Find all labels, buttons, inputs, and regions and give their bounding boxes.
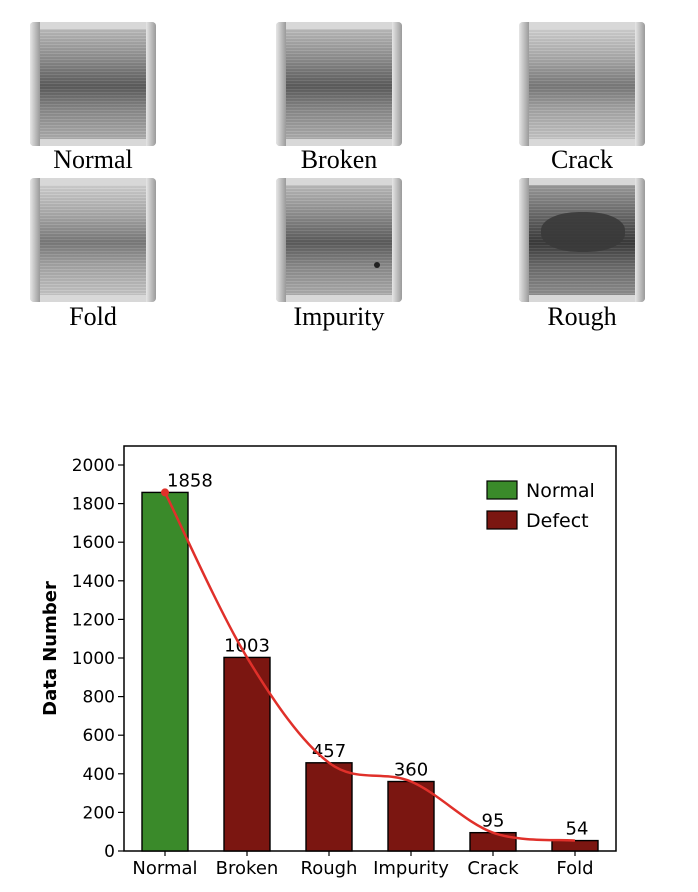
y-tick-label: 0	[104, 842, 115, 862]
legend-label-defect: Defect	[526, 510, 589, 532]
y-tick-label: 1600	[72, 533, 115, 553]
bar-normal	[141, 491, 189, 852]
legend-label-normal: Normal	[526, 480, 595, 502]
bar-impurity	[387, 780, 435, 852]
y-tick-label: 1200	[72, 610, 115, 630]
y-tick-label: 1000	[72, 649, 115, 669]
data-label: 54	[566, 819, 589, 840]
sample-image-normal	[30, 22, 156, 146]
trend-line	[163, 491, 576, 842]
data-label: 95	[482, 811, 505, 832]
y-tick-label: 1800	[72, 495, 115, 515]
legend-swatch-defect	[486, 510, 518, 530]
x-tick-label: Impurity	[373, 858, 449, 879]
plot-frame	[123, 445, 617, 852]
sample-label-broken: Broken	[300, 145, 378, 174]
sample-label-fold: Fold	[69, 302, 117, 331]
sample-label-impurity: Impurity	[293, 302, 385, 331]
x-tick-label: Fold	[556, 858, 593, 879]
bar-rough	[305, 762, 353, 852]
x-tick-label: Rough	[301, 858, 358, 879]
sample-label-rough: Rough	[547, 302, 617, 331]
data-label: 1003	[224, 635, 270, 656]
trend-point	[161, 488, 169, 497]
data-label: 1858	[167, 470, 213, 491]
y-tick-label: 600	[83, 726, 115, 746]
sample-label-normal: Normal	[53, 145, 133, 174]
data-label: 360	[394, 760, 428, 781]
y-tick-label: 800	[83, 688, 115, 708]
y-tick-label: 1400	[72, 572, 115, 592]
y-tick-label: 400	[83, 765, 115, 785]
sample-image-broken	[276, 22, 402, 146]
y-axis-label: Data Number	[40, 581, 61, 716]
sample-image-fold	[30, 178, 156, 302]
x-tick-label: Broken	[216, 858, 279, 879]
x-tick-label: Normal	[132, 858, 197, 879]
bar-broken	[223, 656, 271, 852]
bar-crack	[469, 831, 517, 852]
sample-label-crack: Crack	[550, 145, 614, 174]
sample-image-impurity	[276, 178, 402, 302]
y-tick-label: 2000	[72, 456, 115, 476]
sample-image-crack	[519, 22, 645, 146]
bar-fold	[551, 839, 599, 852]
sample-image-rough	[519, 178, 645, 302]
legend-swatch-normal	[486, 480, 518, 500]
x-tick-label: Crack	[467, 858, 519, 879]
y-tick-label: 200	[83, 803, 115, 823]
